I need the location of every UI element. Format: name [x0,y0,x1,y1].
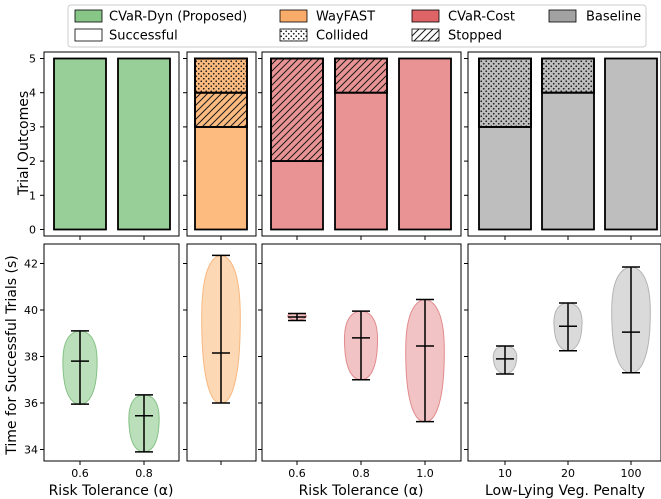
bar-pattern-stopped-p3-0 [270,57,324,162]
top-y-tick-label-4: 4 [29,87,36,100]
x-tick-label-p3-1.0: 1.0 [416,467,434,480]
x-axis-label-1: Risk Tolerance (α) [49,483,174,499]
bottom-y-tick-label-38: 38 [24,351,38,364]
legend-swatch-stopped [411,28,440,42]
legend-label-successful: Successful [109,29,178,44]
legend-frame [67,4,647,48]
bottom-panel-4-frame [467,243,661,462]
x-tick-label-p1-0.8: 0.8 [135,467,153,480]
legend-label-collided: Collided [316,29,368,44]
bar-successful-p4-1 [541,91,595,231]
legend-label-stopped: Stopped [448,29,502,44]
legend-swatch-wayfast [279,9,308,23]
bar-pattern-stopped-p3-1 [334,57,388,94]
x-tick-label-p4-10: 10 [498,467,512,480]
bar-successful-p2-0 [194,126,248,231]
legend-label-cvar-dyn: CVaR-Dyn (Proposed) [109,10,247,25]
bar-successful-p1-1 [117,57,171,231]
bottom-y-tick-label-34: 34 [24,444,38,457]
legend: CVaR-Dyn (Proposed) WayFAST CVaR-Cost Ba… [67,4,647,48]
legend-swatch-successful [74,28,103,42]
bottom-y-axis-label: Time for Successful Trials (s) [4,255,20,455]
bar-successful-p1-0 [53,57,107,231]
legend-swatch-cvar-cost [411,9,440,23]
bottom-panel-1-frame [43,243,180,462]
bar-pattern-collided-p4-1 [541,57,595,94]
top-panel-4-frame [467,51,661,237]
legend-swatch-collided [279,28,308,42]
x-tick-label-p3-0.6: 0.6 [288,467,306,480]
x-axis-label-3: Risk Tolerance (α) [299,483,424,499]
x-axis-label-4: Low-Lying Veg. Penalty [485,483,645,499]
top-y-axis-label: Trial Outcomes [16,91,32,196]
legend-swatch-baseline [548,9,577,23]
top-panel-1-frame [43,51,180,237]
bar-pattern-collided-p2-0 [194,57,248,94]
top-y-tick-label-5: 5 [29,53,36,66]
legend-label-baseline: Baseline [586,10,641,25]
top-y-tick-label-2: 2 [29,155,36,168]
top-y-tick-label-3: 3 [29,121,36,134]
legend-label-wayfast: WayFAST [316,10,375,25]
bar-successful-p3-0 [270,160,324,231]
legend-swatch-cvar-dyn [74,9,103,23]
x-tick-label-p3-0.8: 0.8 [352,467,370,480]
x-tick-label-p4-20: 20 [561,467,575,480]
top-y-tick-label-0: 0 [29,224,36,237]
bottom-y-tick-label-36: 36 [24,397,38,410]
bar-pattern-stopped-p2-0 [194,91,248,128]
x-tick-label-p1-0.6: 0.6 [71,467,89,480]
bottom-y-tick-label-42: 42 [24,258,38,271]
legend-label-cvar-cost: CVaR-Cost [448,10,515,25]
x-tick-label-p4-100: 100 [621,467,642,480]
bar-successful-p3-1 [334,91,388,231]
bar-successful-p3-2 [398,57,452,231]
bar-successful-p4-2 [604,57,658,231]
bar-pattern-collided-p4-0 [478,57,532,128]
bottom-y-tick-label-40: 40 [24,304,38,317]
bar-successful-p4-0 [478,126,532,231]
top-y-tick-label-1: 1 [29,189,36,202]
